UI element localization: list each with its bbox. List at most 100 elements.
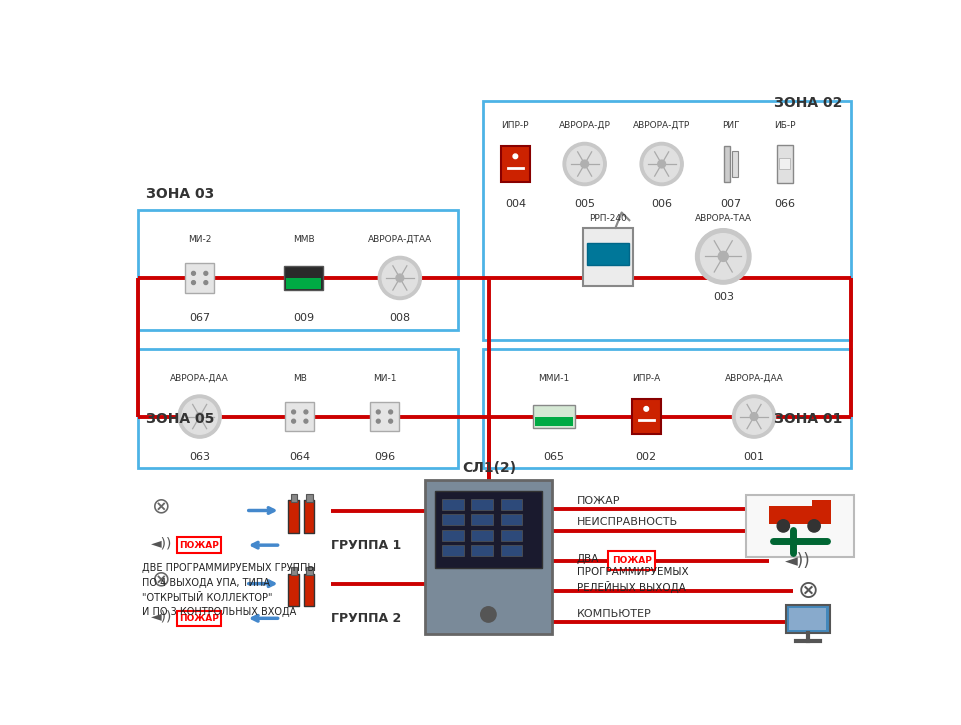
Bar xyxy=(607,551,654,570)
Text: ⊗: ⊗ xyxy=(152,570,170,590)
Bar xyxy=(471,514,492,525)
Text: ИПР-Р: ИПР-Р xyxy=(501,121,529,130)
Circle shape xyxy=(191,271,195,276)
Text: 002: 002 xyxy=(635,452,656,462)
Circle shape xyxy=(700,233,745,279)
Circle shape xyxy=(776,520,789,532)
Text: ДВА
ПРОГРАММИРУЕМЫХ
РЕЛЕЙНЫХ ВЫХОДА: ДВА ПРОГРАММИРУЕМЫХ РЕЛЕЙНЫХ ВЫХОДА xyxy=(577,554,688,593)
Circle shape xyxy=(396,274,404,282)
Text: АВРОРА-ДТР: АВРОРА-ДТР xyxy=(632,121,690,130)
Circle shape xyxy=(182,399,217,434)
Circle shape xyxy=(378,257,421,299)
Text: 001: 001 xyxy=(743,452,764,462)
Text: НЕИСПРАВНОСТЬ: НЕИСПРАВНОСТЬ xyxy=(577,518,678,528)
Bar xyxy=(442,499,463,510)
Circle shape xyxy=(376,410,380,414)
Bar xyxy=(177,537,221,553)
Bar xyxy=(471,530,492,541)
Text: АВРОРА-ДАА: АВРОРА-ДАА xyxy=(170,373,229,383)
Bar xyxy=(501,146,530,182)
Circle shape xyxy=(304,410,308,414)
Bar xyxy=(501,514,522,525)
Text: ММИ-1: ММИ-1 xyxy=(537,373,569,383)
Bar xyxy=(582,228,632,286)
Text: ГРУППА 2: ГРУППА 2 xyxy=(331,612,401,625)
Circle shape xyxy=(643,146,678,182)
Bar xyxy=(285,278,321,289)
Text: РРП-240: РРП-240 xyxy=(588,214,626,223)
Text: 067: 067 xyxy=(189,313,210,323)
Text: ММВ: ММВ xyxy=(292,235,314,244)
Bar xyxy=(288,573,299,606)
Bar xyxy=(501,545,522,556)
Bar xyxy=(482,349,850,468)
Bar xyxy=(185,263,214,293)
Bar xyxy=(306,494,312,502)
Bar xyxy=(290,494,297,502)
Bar xyxy=(425,480,552,634)
Text: ПОЖАР: ПОЖАР xyxy=(179,614,218,623)
Text: 005: 005 xyxy=(574,199,595,210)
Bar xyxy=(724,146,729,182)
Text: КОМПЬЮТЕР: КОМПЬЮТЕР xyxy=(577,609,651,619)
Text: 004: 004 xyxy=(505,199,526,210)
Circle shape xyxy=(388,410,392,414)
Bar xyxy=(471,545,492,556)
Circle shape xyxy=(657,160,665,168)
Bar xyxy=(482,101,850,339)
Text: ПОЖАР: ПОЖАР xyxy=(611,556,651,565)
Text: ЗОНА 03: ЗОНА 03 xyxy=(146,187,213,201)
Text: ГРУППА 1: ГРУППА 1 xyxy=(331,539,401,552)
Bar xyxy=(306,568,312,575)
Text: ⊗: ⊗ xyxy=(152,497,170,517)
Text: 008: 008 xyxy=(389,313,410,323)
Bar xyxy=(369,402,399,431)
Text: МИ-1: МИ-1 xyxy=(372,373,396,383)
Text: ЗОНА 01: ЗОНА 01 xyxy=(774,412,842,426)
Text: ◄)): ◄)) xyxy=(150,536,172,550)
Text: АВРОРА-ДТАА: АВРОРА-ДТАА xyxy=(367,235,431,244)
Bar xyxy=(789,608,825,630)
Circle shape xyxy=(204,281,208,284)
Bar xyxy=(304,573,314,606)
Bar xyxy=(501,530,522,541)
Text: ПОЖАР: ПОЖАР xyxy=(179,541,218,550)
Text: ◄)): ◄)) xyxy=(784,552,810,570)
Circle shape xyxy=(291,419,295,423)
Circle shape xyxy=(639,142,682,186)
Bar xyxy=(731,151,737,177)
Bar xyxy=(535,417,573,426)
Text: 007: 007 xyxy=(720,199,741,210)
Text: СЛ1(2): СЛ1(2) xyxy=(461,461,516,475)
Text: 096: 096 xyxy=(374,452,395,462)
Circle shape xyxy=(178,395,221,438)
Circle shape xyxy=(695,228,751,284)
Bar xyxy=(746,495,853,557)
Circle shape xyxy=(750,413,757,420)
Circle shape xyxy=(191,281,195,284)
Text: 063: 063 xyxy=(189,452,209,462)
Bar xyxy=(304,500,314,533)
Text: 009: 009 xyxy=(293,313,314,323)
Bar xyxy=(811,500,830,524)
Text: ДВЕ ПРОГРАММИРУЕМЫХ ГРУППЫ
ПО 4 ВЫХОДА УПА, ТИПА
"ОТКРЫТЫЙ КОЛЛЕКТОР"
И ПО 3 КОН: ДВЕ ПРОГРАММИРУЕМЫХ ГРУППЫ ПО 4 ВЫХОДА У… xyxy=(142,563,315,618)
Bar xyxy=(434,492,542,568)
Text: 064: 064 xyxy=(289,452,310,462)
Circle shape xyxy=(376,419,380,423)
Text: РИГ: РИГ xyxy=(722,121,739,130)
Bar xyxy=(442,545,463,556)
Circle shape xyxy=(388,419,392,423)
Bar xyxy=(501,499,522,510)
Bar xyxy=(288,500,299,533)
Circle shape xyxy=(196,413,204,420)
Circle shape xyxy=(807,520,820,532)
Bar xyxy=(290,568,297,575)
Text: ЗОНА 05: ЗОНА 05 xyxy=(146,412,214,426)
Circle shape xyxy=(735,399,771,434)
Text: АВРОРА-ТАА: АВРОРА-ТАА xyxy=(694,214,751,223)
Text: 003: 003 xyxy=(712,292,733,302)
Bar xyxy=(471,499,492,510)
Circle shape xyxy=(382,260,417,296)
Circle shape xyxy=(562,142,605,186)
Text: ЗОНА 02: ЗОНА 02 xyxy=(774,96,842,110)
